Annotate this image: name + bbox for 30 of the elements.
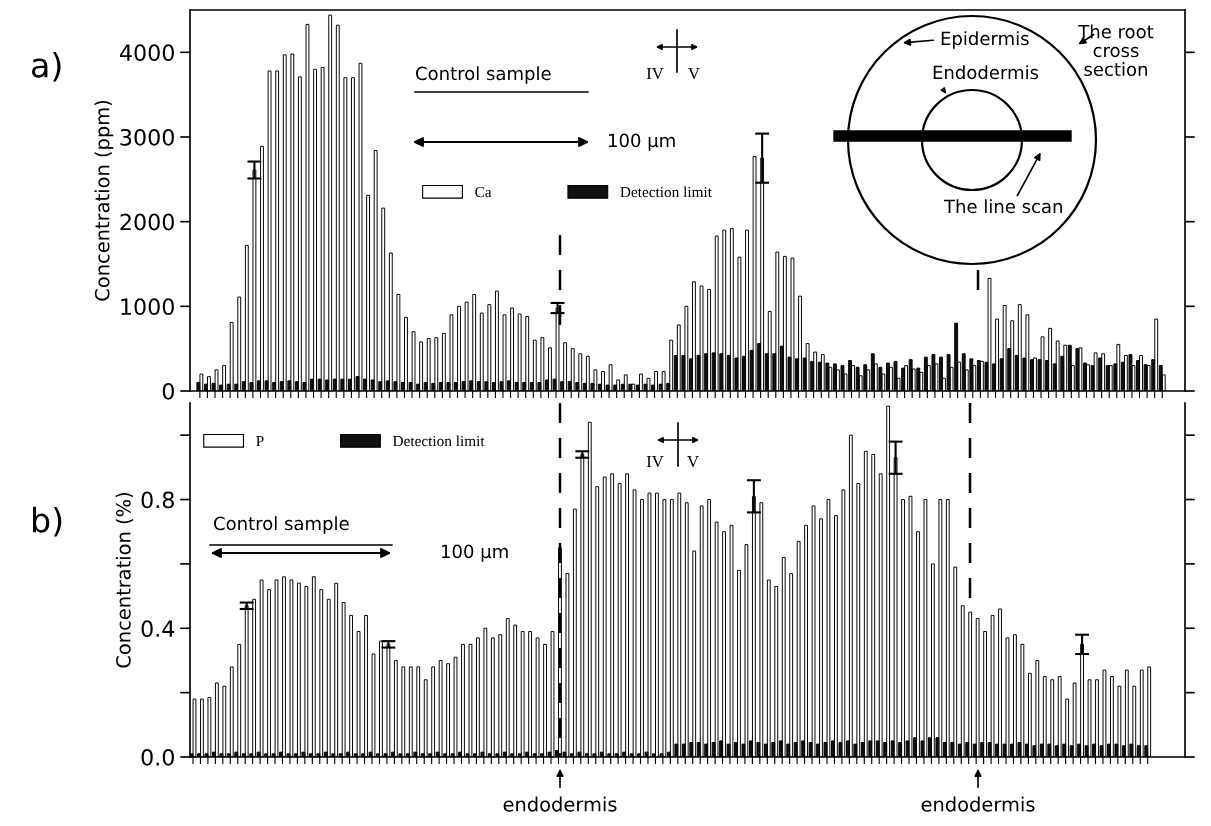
legend-label: Detection limit <box>392 435 485 447</box>
annotation: Epidermis <box>941 31 1029 49</box>
annotation: IV <box>646 68 664 80</box>
text: endodermis <box>921 796 1035 812</box>
annotation: IV <box>646 456 664 468</box>
y-tick-label: 0 <box>162 382 174 400</box>
legend-label: P <box>256 436 264 447</box>
y-tick-label: 4000 <box>119 44 174 62</box>
text: endodermis <box>503 796 617 812</box>
annotation: The line scan <box>943 199 1062 214</box>
annotation: Endodermis <box>933 65 1039 80</box>
annotation: Control sample <box>214 516 349 534</box>
annotation: 100 µm <box>608 133 675 151</box>
annotation: 100 µm <box>441 544 508 562</box>
annotation: V <box>687 456 699 468</box>
text: b) <box>33 506 62 537</box>
annotation: V <box>688 68 700 80</box>
text: a) <box>32 51 61 82</box>
y-axis-title: Concentration (%) <box>115 492 134 668</box>
annotation: The root cross section <box>1078 24 1154 77</box>
y-tick-label: 3000 <box>120 128 174 146</box>
y-tick-label: 1000 <box>121 298 174 316</box>
legend-label: Ca <box>475 186 492 198</box>
y-tick-label: 0.8 <box>141 491 174 509</box>
y-tick-label: 2000 <box>120 213 174 231</box>
annotation: Control sample <box>416 66 551 84</box>
legend-label: Detection limit <box>620 186 712 198</box>
y-tick-label: 0.4 <box>141 620 175 638</box>
y-tick-label: 0.0 <box>141 748 174 766</box>
y-axis-title: Concentration (ppm) <box>94 100 114 301</box>
